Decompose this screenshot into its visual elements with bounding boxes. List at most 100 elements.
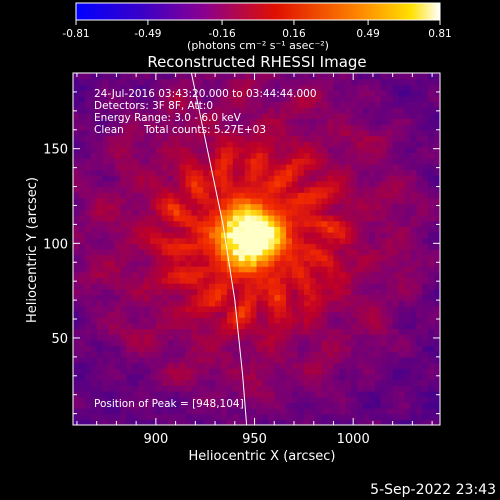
heatmap-cell [363,402,370,409]
heatmap-cell [274,294,281,301]
heatmap-cell [102,118,110,125]
heatmap-cell [126,78,133,85]
heatmap-cell [351,390,358,398]
heatmap-cell [274,328,281,335]
heatmap-cell [333,385,340,392]
heatmap-cell [327,186,334,193]
heatmap-cell [268,385,275,392]
heatmap-cell [369,368,376,375]
heatmap-cell [386,305,394,313]
heatmap-cell [369,197,376,205]
heatmap-cell [120,351,127,358]
heatmap-cell [221,141,228,148]
heatmap-cell [321,408,329,415]
heatmap-cell [286,124,293,131]
heatmap-cell [179,345,186,352]
heatmap-cell [286,118,293,125]
heatmap-cell [84,345,92,352]
heatmap-cell [138,328,145,335]
heatmap-cell [221,334,228,341]
heatmap-cell [221,254,228,261]
heatmap-cell [386,345,394,352]
heatmap-cell [144,209,151,216]
heatmap-cell [73,101,80,108]
heatmap-cell [268,107,275,114]
heatmap-cell [73,294,80,301]
heatmap-cell [404,118,411,125]
heatmap-cell [161,243,169,250]
heatmap-cell [173,232,181,239]
heatmap-cell [132,368,139,375]
heatmap-cell [144,390,151,398]
heatmap-cell [392,379,400,386]
heatmap-cell [363,180,370,188]
heatmap-cell [428,300,435,307]
heatmap-cell [73,362,80,369]
heatmap-cell [428,226,435,233]
heatmap-cell [262,226,269,233]
heatmap-cell [250,294,258,301]
heatmap-cell [428,419,435,425]
heatmap-cell [268,373,275,381]
heatmap-cell [215,266,222,273]
heatmap-cell [144,192,151,199]
heatmap-cell [250,197,258,205]
heatmap-cell [173,362,181,369]
heatmap-cell [256,390,263,398]
heatmap-cell [203,129,210,137]
heatmap-cell [238,152,246,159]
heatmap-cell [280,220,287,227]
heatmap-cell [191,220,198,227]
heatmap-cell [197,152,204,159]
heatmap-cell [333,277,340,284]
heatmap-cell [167,90,175,97]
heatmap-cell [250,305,258,313]
heatmap-cell [380,226,388,233]
heatmap-cell [386,95,394,102]
heatmap-cell [226,271,234,278]
heatmap-cell [150,197,157,205]
heatmap-cell [132,101,139,108]
heatmap-cell [167,220,175,227]
heatmap-cell [173,169,181,176]
heatmap-cell [84,322,92,330]
heatmap-cell [292,101,299,108]
heatmap-cell [78,402,86,409]
heatmap-cell [351,243,358,250]
heatmap-cell [363,214,370,222]
heatmap-cell [78,385,86,392]
heatmap-cell [173,135,181,142]
heatmap-cell [333,396,340,403]
heatmap-cell [363,152,370,159]
heatmap-cell [297,124,305,131]
heatmap-cell [428,152,435,159]
heatmap-cell [268,226,275,233]
heatmap-cell [321,362,329,369]
heatmap-cell [428,368,435,375]
heatmap-cell [434,305,440,313]
heatmap-cell [179,413,186,420]
heatmap-cell [434,158,440,165]
y-axis-label: Heliocentric Y (arcsec) [25,177,40,323]
heatmap-cell [120,362,127,369]
heatmap-cell [386,135,394,142]
heatmap-cell [73,107,80,114]
heatmap-cell [374,339,382,347]
heatmap-cell [363,135,370,142]
heatmap-cell [434,254,440,261]
heatmap-cell [173,129,181,137]
heatmap-cell [274,192,281,199]
heatmap-cell [179,203,186,210]
heatmap-cell [185,419,192,425]
heatmap-cell [262,379,269,386]
heatmap-cell [327,368,334,375]
heatmap-cell [428,124,435,131]
heatmap-cell [321,237,329,244]
heatmap-cell [96,379,104,386]
heatmap-cell [179,317,186,324]
heatmap-cell [73,351,80,358]
heatmap-cell [357,339,364,347]
heatmap-cell [327,413,334,420]
heatmap-cell [404,209,411,216]
heatmap-cell [96,419,104,425]
